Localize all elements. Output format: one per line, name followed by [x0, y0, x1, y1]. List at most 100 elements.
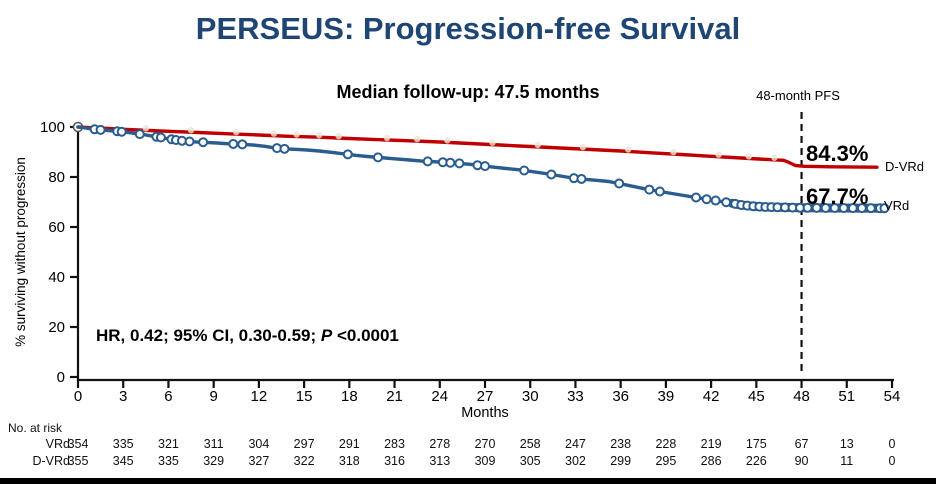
censor-mark-d-vrd: [670, 148, 677, 156]
censor-mark-d-vrd: [187, 126, 195, 134]
censor-mark-d-vrd: [625, 146, 632, 153]
series-d-vrd: [76, 125, 879, 169]
bottom-divider-bar: [0, 478, 936, 484]
risk-value-d-vrd-m24: 313: [429, 454, 451, 468]
y-tick-label: 20: [48, 319, 65, 336]
hazard-ratio-annotation: HR, 0.42; 95% CI, 0.30-0.59; P <0.0001: [96, 326, 399, 346]
risk-row-label-vrd: VRd: [45, 437, 70, 451]
risk-value-d-vrd-m42: 286: [700, 454, 722, 468]
risk-value-vrd-m51: 13: [839, 437, 854, 451]
risk-table-title: No. at risk: [8, 421, 63, 435]
risk-value-d-vrd-m54: 0: [888, 454, 896, 468]
censor-mark-vrd: [838, 203, 849, 214]
risk-value-vrd-m18: 291: [338, 437, 360, 451]
hr-text: HR, 0.42; 95% CI, 0.30-0.59;: [96, 326, 321, 345]
risk-value-vrd-m0: 354: [67, 437, 89, 451]
dvrd-series-label: D-VRd: [885, 159, 925, 174]
risk-value-d-vrd-m21: 316: [384, 454, 405, 468]
censor-mark-d-vrd: [315, 132, 323, 139]
censor-mark-d-vrd: [771, 154, 778, 161]
x-tick-label: 39: [658, 388, 675, 405]
risk-value-vrd-m45: 175: [745, 437, 767, 451]
censor-mark-vrd: [279, 143, 290, 154]
risk-value-d-vrd-m45: 226: [745, 454, 767, 468]
risk-value-vrd-m3: 335: [112, 437, 134, 451]
risk-value-d-vrd-m15: 322: [293, 454, 315, 468]
risk-value-d-vrd-m30: 305: [519, 454, 541, 468]
censor-mark-vrd: [576, 173, 587, 184]
risk-value-d-vrd-m6: 335: [158, 454, 179, 468]
censor-mark-d-vrd: [383, 134, 391, 142]
risk-value-vrd-m30: 258: [519, 437, 541, 451]
risk-value-d-vrd-m36: 299: [610, 454, 632, 468]
censor-mark-vrd: [691, 192, 702, 203]
censor-mark-vrd: [829, 203, 840, 214]
risk-value-vrd-m6: 321: [158, 437, 179, 451]
x-tick-label: 48: [793, 388, 810, 405]
censor-mark-d-vrd: [335, 132, 342, 140]
risk-value-vrd-m15: 297: [293, 437, 315, 451]
x-tick-label: 27: [477, 388, 494, 405]
curve-d-vrd: [76, 125, 879, 169]
censor-mark-vrd: [155, 132, 166, 143]
censor-mark-vrd: [519, 165, 530, 176]
x-tick-label: 30: [522, 388, 539, 405]
x-tick-label: 18: [341, 388, 358, 405]
risk-value-vrd-m42: 219: [700, 437, 722, 451]
vrd-series-label: VRd: [884, 198, 910, 213]
censor-mark-d-vrd: [270, 130, 278, 137]
x-tick-label: 0: [74, 388, 82, 405]
censor-mark-vrd: [198, 137, 209, 148]
x-axis-title: Months: [461, 405, 509, 421]
censor-mark-d-vrd: [715, 151, 722, 158]
axes: [70, 123, 894, 388]
risk-value-d-vrd-m0: 355: [67, 454, 89, 468]
risk-value-vrd-m12: 304: [248, 437, 270, 451]
censor-mark-vrd: [802, 202, 813, 213]
y-tick-label: 100: [40, 119, 65, 136]
censor-mark-vrd: [710, 195, 721, 206]
risk-value-vrd-m54: 0: [888, 437, 896, 451]
censor-mark-d-vrd: [413, 135, 421, 143]
censor-mark-d-vrd: [489, 139, 496, 146]
censor-mark-vrd: [865, 203, 876, 214]
chart-subtitle-median-followup: Median follow-up: 47.5 months: [336, 82, 600, 102]
risk-value-d-vrd-m9: 329: [203, 454, 225, 468]
censor-mark-vrd: [811, 202, 822, 213]
y-tick-label: 60: [48, 219, 65, 236]
risk-value-d-vrd-m48: 90: [794, 454, 809, 468]
risk-value-vrd-m27: 270: [474, 437, 496, 451]
censor-mark-vrd: [237, 139, 248, 150]
censor-mark-vrd: [372, 152, 383, 163]
censor-mark-vrd: [116, 126, 127, 137]
risk-value-d-vrd-m12: 327: [248, 454, 270, 468]
censor-mark-vrd: [856, 203, 867, 214]
x-tick-label: 21: [386, 388, 403, 405]
dvrd-48month-pfs-value: 84.3%: [806, 141, 869, 166]
censor-mark-vrd: [454, 158, 465, 169]
risk-value-vrd-m21: 283: [384, 437, 405, 451]
p-symbol: P: [320, 326, 333, 345]
censor-mark-vrd: [879, 203, 890, 214]
censor-mark-vrd: [134, 129, 145, 140]
risk-value-vrd-m24: 278: [429, 437, 451, 451]
censor-mark-vrd: [654, 186, 665, 197]
x-tick-label: 15: [296, 388, 313, 405]
censor-mark-vrd: [422, 156, 433, 167]
y-tick-label: 40: [48, 269, 65, 286]
48-month-pfs-label: 48-month PFS: [756, 88, 840, 103]
vrd-48month-pfs-value: 67.7%: [806, 184, 869, 209]
censor-mark-vrd: [480, 161, 490, 172]
censor-mark-vrd: [546, 169, 557, 180]
x-tick-label: 24: [431, 388, 448, 405]
censor-mark-d-vrd: [444, 137, 451, 144]
risk-value-vrd-m36: 238: [610, 437, 632, 451]
risk-value-d-vrd-m33: 302: [565, 454, 586, 468]
series-vrd: [76, 124, 890, 214]
x-tick-label: 3: [119, 388, 127, 405]
p-value: <0.0001: [332, 326, 399, 345]
y-tick-label: 80: [48, 169, 65, 186]
censor-mark-d-vrd: [745, 153, 752, 160]
risk-row-label-d-vrd: D-VRd: [32, 454, 70, 468]
